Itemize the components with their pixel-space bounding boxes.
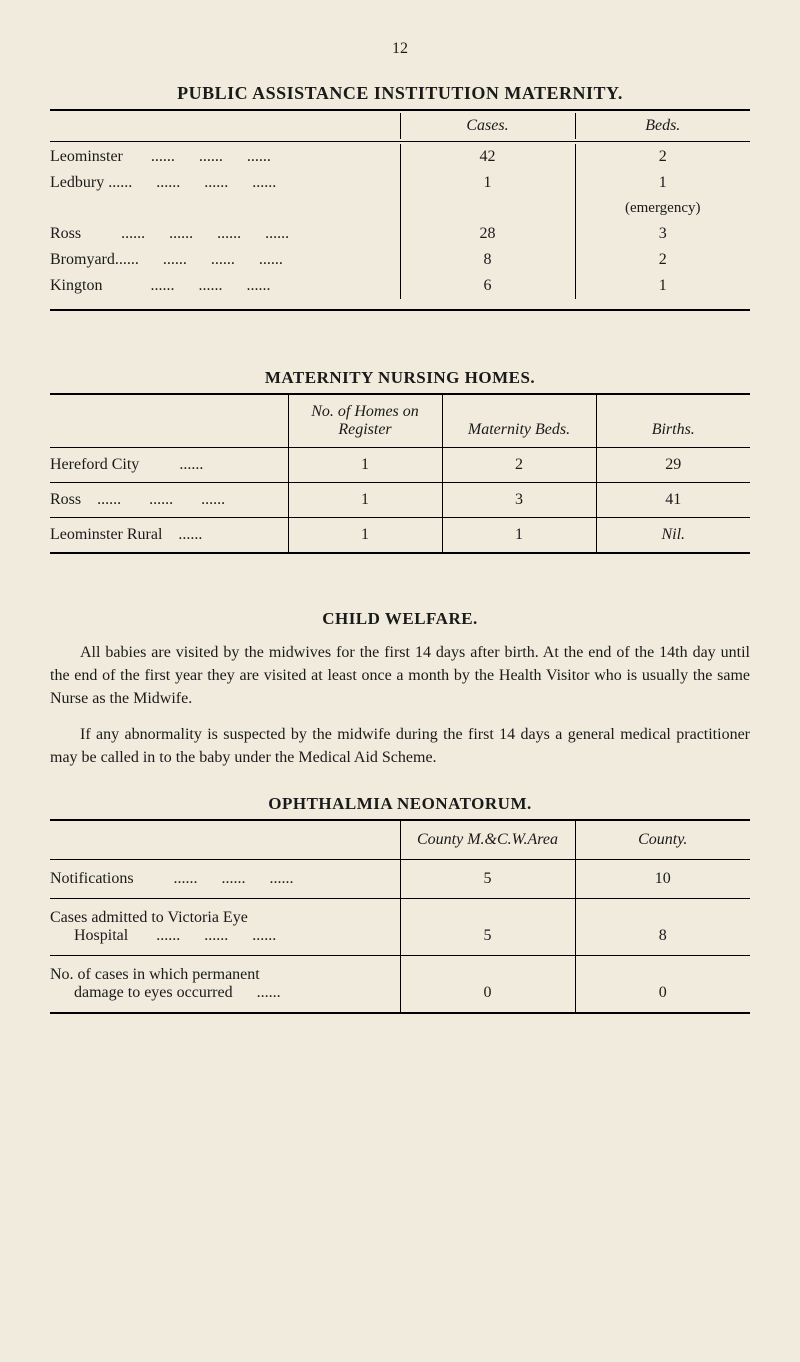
- blank-header: [50, 820, 400, 860]
- table-row: Notifications ...... ...... ...... 5 10: [50, 859, 750, 898]
- col-homes: No. of Homes on Register: [288, 394, 442, 448]
- row-label: Kington ...... ...... ......: [50, 277, 270, 294]
- cell-homes: 1: [288, 448, 442, 483]
- cell-cases: 6: [400, 273, 575, 299]
- paragraph: All babies are visited by the midwives f…: [50, 641, 750, 711]
- section2-title: MATERNITY NURSING HOMES.: [50, 368, 750, 388]
- blank-header: [50, 113, 400, 139]
- cell-cases: 1: [400, 170, 575, 196]
- cell-v2: 10: [575, 859, 750, 898]
- paragraph: If any abnormality is suspected by the m…: [50, 723, 750, 769]
- table-institution-maternity: Cases. Beds. Leominster ...... ...... ..…: [50, 113, 750, 299]
- section4-title: OPHTHALMIA NEONATORUM.: [50, 794, 750, 814]
- col-beds: Maternity Beds.: [442, 394, 596, 448]
- cell-cases: 8: [400, 247, 575, 273]
- row-label: Leominster ...... ...... ......: [50, 148, 271, 165]
- cell-beds: 1: [442, 518, 596, 554]
- table-row: No. of cases in which permanent damage t…: [50, 955, 750, 1013]
- table-nursing-homes: No. of Homes on Register Maternity Beds.…: [50, 393, 750, 554]
- table-row: Hereford City ...... 1 2 29: [50, 448, 750, 483]
- cell-cases: 28: [400, 221, 575, 247]
- table-row: (emergency): [50, 196, 750, 221]
- cell-beds: 2: [575, 144, 750, 170]
- col-county-area: County M.&C.W.Area: [400, 820, 575, 860]
- cell-beds: 2: [575, 247, 750, 273]
- row-label: Leominster Rural ......: [50, 526, 202, 543]
- table-row: Ledbury ...... ...... ...... ...... 1 1: [50, 170, 750, 196]
- col-county: County.: [575, 820, 750, 860]
- row-label: Ross ...... ...... ......: [50, 491, 225, 508]
- cell-beds: 1: [575, 170, 750, 196]
- table-row: Ross ...... ...... ...... ...... 28 3: [50, 221, 750, 247]
- cell-homes: 1: [288, 518, 442, 554]
- cell-beds: 2: [442, 448, 596, 483]
- cell-births: 41: [596, 483, 750, 518]
- row-label: No. of cases in which permanent damage t…: [50, 966, 281, 1001]
- cell-beds: 1: [575, 273, 750, 299]
- table-row: Ross ...... ...... ...... 1 3 41: [50, 483, 750, 518]
- row-label: Bromyard...... ...... ...... ......: [50, 251, 283, 268]
- table-ophthalmia: County M.&C.W.Area County. Notifications…: [50, 819, 750, 1014]
- cell-v1: 5: [400, 898, 575, 955]
- row-label: Ross ...... ...... ...... ......: [50, 225, 289, 242]
- cell-cases: 42: [400, 144, 575, 170]
- table-row: Leominster ...... ...... ...... 42 2: [50, 144, 750, 170]
- table-row: Bromyard...... ...... ...... ...... 8 2: [50, 247, 750, 273]
- cell-beds: 3: [575, 221, 750, 247]
- cell-v2: 0: [575, 955, 750, 1013]
- rule: [50, 309, 750, 311]
- cell-v1: 0: [400, 955, 575, 1013]
- row-label: Hereford City ......: [50, 456, 203, 473]
- cell-births: 29: [596, 448, 750, 483]
- col-beds: Beds.: [575, 113, 750, 139]
- col-cases: Cases.: [400, 113, 575, 139]
- cell-beds: 3: [442, 483, 596, 518]
- row-label: Notifications ...... ...... ......: [50, 870, 294, 887]
- emergency-note: (emergency): [575, 196, 750, 221]
- cell-homes: 1: [288, 483, 442, 518]
- blank-header: [50, 394, 288, 448]
- section3-title: CHILD WELFARE.: [50, 609, 750, 629]
- row-label: Ledbury ...... ...... ...... ......: [50, 174, 276, 191]
- rule: [50, 109, 750, 111]
- cell-v1: 5: [400, 859, 575, 898]
- cell-v2: 8: [575, 898, 750, 955]
- page-number: 12: [50, 40, 750, 58]
- row-label: Cases admitted to Victoria Eye Hospital …: [50, 909, 276, 944]
- cell-births: Nil.: [596, 518, 750, 554]
- table-row: Kington ...... ...... ...... 6 1: [50, 273, 750, 299]
- col-births: Births.: [596, 394, 750, 448]
- section1-title: PUBLIC ASSISTANCE INSTITUTION MATERNITY.: [50, 83, 750, 104]
- table-row: Leominster Rural ...... 1 1 Nil.: [50, 518, 750, 554]
- table-row: Cases admitted to Victoria Eye Hospital …: [50, 898, 750, 955]
